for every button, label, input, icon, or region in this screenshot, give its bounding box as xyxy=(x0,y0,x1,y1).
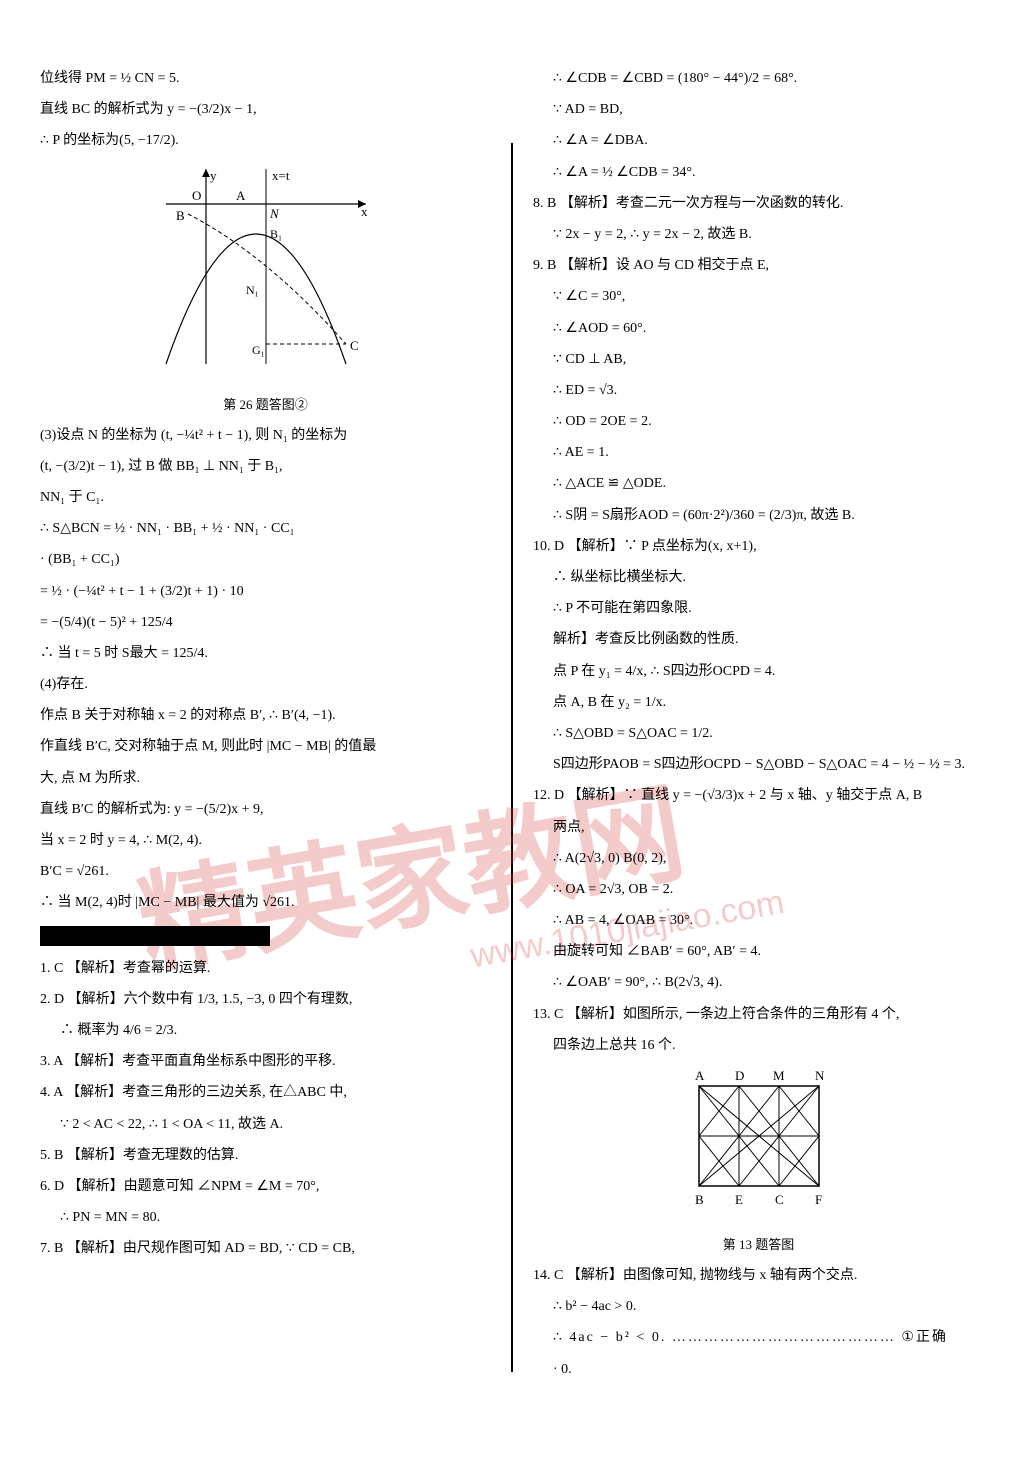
answer-item: 12. D 【解析】∵ 直线 y = −(√3/3)x + 2 与 x 轴、y … xyxy=(533,783,984,808)
text-line: ∴ ED = √3. xyxy=(533,378,984,403)
answer-item: 6. D 【解析】由题意可知 ∠NPM = ∠M = 70°, xyxy=(40,1174,491,1199)
answer-item: 1. C 【解析】考查幂的运算. xyxy=(40,956,491,981)
svg-text:y: y xyxy=(210,168,217,183)
figure-caption: 第 26 题答图② xyxy=(40,394,491,413)
text-line: 点 P 在 y₁ = 4/x, ∴ S四边形OCPD = 4. xyxy=(533,659,984,684)
text-line: B′C = √261. xyxy=(40,859,491,884)
svg-text:N₁: N₁ xyxy=(246,283,259,297)
text-line: ∴ S△OBD = S△OAC = 1/2. xyxy=(533,721,984,746)
text-line: 点 A, B 在 y₂ = 1/x. xyxy=(533,690,984,715)
text-line: ∴ 当 M(2, 4)时 |MC − MB| 最大值为 √261. xyxy=(40,890,491,915)
text-line: = −(5/4)(t − 5)² + 125/4 xyxy=(40,610,491,635)
svg-text:N: N xyxy=(269,206,280,221)
svg-text:B: B xyxy=(695,1192,704,1207)
text-line: ∴ △ACE ≌ △ODE. xyxy=(533,471,984,496)
svg-text:C: C xyxy=(775,1192,784,1207)
text-line: ∵ CD ⊥ AB, xyxy=(533,347,984,372)
text-line: 大, 点 M 为所求. xyxy=(40,766,491,791)
text-line: ∴ ∠AOD = 60°. xyxy=(533,316,984,341)
text-line: ∴ 纵坐标比横坐标大. xyxy=(533,565,984,590)
text-line: 直线 BC 的解析式为 y = −(3/2)x − 1, xyxy=(40,97,491,122)
grid-figure: A D M N B E C F xyxy=(669,1066,849,1226)
text-line: ∴ ∠A = ½ ∠CDB = 34°. xyxy=(533,160,984,185)
column-divider xyxy=(511,143,513,1372)
text-line: ∴ OA = 2√3, OB = 2. xyxy=(533,877,984,902)
svg-text:C: C xyxy=(350,338,359,353)
answer-item: 8. B 【解析】考查二元一次方程与一次函数的转化. xyxy=(533,191,984,216)
text-line: ∴ 当 t = 5 时 S最大 = 125/4. xyxy=(40,641,491,666)
text-line: ∴ ∠OAB′ = 90°, ∴ B(2√3, 4). xyxy=(533,970,984,995)
text-line: 作点 B 关于对称轴 x = 2 的对称点 B′, ∴ B′(4, −1). xyxy=(40,703,491,728)
answer-item: 14. C 【解析】由图像可知, 抛物线与 x 轴有两个交点. xyxy=(533,1263,984,1288)
text-line: 四条边上总共 16 个. xyxy=(533,1033,984,1058)
text-line: ∴ ∠CDB = ∠CBD = (180° − 44°)/2 = 68°. xyxy=(533,66,984,91)
svg-text:F: F xyxy=(815,1192,822,1207)
answer-item-cont: ∴ 概率为 4/6 = 2/3. xyxy=(40,1018,491,1043)
answer-item: 2. D 【解析】六个数中有 1/3, 1.5, −3, 0 四个有理数, xyxy=(40,987,491,1012)
text-line: NN₁ 于 C₁. xyxy=(40,485,491,510)
text-line: ∴ P 的坐标为(5, −17/2). xyxy=(40,128,491,153)
text-line: ∴ A(2√3, 0) B(0, 2), xyxy=(533,846,984,871)
text-line: 当 x = 2 时 y = 4, ∴ M(2, 4). xyxy=(40,828,491,853)
text-line: ∴ AB = 4, ∠OAB = 30°. xyxy=(533,908,984,933)
text-line: (4)存在. xyxy=(40,672,491,697)
text-line: ∴ S△BCN = ½ · NN₁ · BB₁ + ½ · NN₁ · CC₁ xyxy=(40,516,491,541)
text-line: · 0. xyxy=(533,1357,984,1382)
text-line: 由旋转可知 ∠BAB′ = 60°, AB′ = 4. xyxy=(533,939,984,964)
text-line: 两点, xyxy=(533,815,984,840)
text-line: ∵ AD = BD, xyxy=(533,97,984,122)
text-line: = ½ · (−¼t² + t − 1 + (3/2)t + 1) · 10 xyxy=(40,579,491,604)
text-line: (3)设点 N 的坐标为 (t, −¼t² + t − 1), 则 N₁ 的坐标… xyxy=(40,423,491,448)
answer-item: 13. C 【解析】如图所示, 一条边上符合条件的三角形有 4 个, xyxy=(533,1002,984,1027)
parabola-figure: y x=t O A x B N B₁ N₁ G₁ C xyxy=(146,164,386,384)
text-line: ∵ ∠C = 30°, xyxy=(533,284,984,309)
text-line: ∴ S阴 = S扇形AOD = (60π·2²)/360 = (2/3)π, 故… xyxy=(533,503,984,528)
answer-item-cont: ∵ 2x − y = 2, ∴ y = 2x − 2, 故选 B. xyxy=(533,222,984,247)
svg-text:M: M xyxy=(773,1068,785,1083)
two-column-layout: 位线得 PM = ½ CN = 5. 直线 BC 的解析式为 y = −(3/2… xyxy=(40,60,984,1425)
answer-item-cont: ∵ 2 < AC < 22, ∴ 1 < OA < 11, 故选 A. xyxy=(40,1112,491,1137)
figure-caption: 第 13 题答图 xyxy=(533,1234,984,1253)
svg-text:A: A xyxy=(236,188,246,203)
svg-text:x: x xyxy=(361,204,368,219)
text-line: S四边形PAOB = S四边形OCPD − S△OBD − S△OAC = 4 … xyxy=(533,752,984,777)
text-line: 作直线 B′C, 交对称轴于点 M, 则此时 |MC − MB| 的值最 xyxy=(40,734,491,759)
answer-item-cont: ∴ PN = MN = 80. xyxy=(40,1205,491,1230)
answer-item: 4. A 【解析】考查三角形的三边关系, 在△ABC 中, xyxy=(40,1080,491,1105)
svg-text:x=t: x=t xyxy=(272,168,290,183)
section-divider-bar xyxy=(40,926,270,946)
right-column: ∴ ∠CDB = ∠CBD = (180° − 44°)/2 = 68°. ∵ … xyxy=(533,60,984,1425)
text-line: 位线得 PM = ½ CN = 5. xyxy=(40,66,491,91)
answer-item: 5. B 【解析】考查无理数的估算. xyxy=(40,1143,491,1168)
svg-text:B₁: B₁ xyxy=(270,227,282,241)
text-line: ∴ 4ac − b² < 0. …………………………………… ①正确 xyxy=(533,1325,984,1350)
text-line: ∴ P 不可能在第四象限. xyxy=(533,596,984,621)
text-line: 直线 B′C 的解析式为: y = −(5/2)x + 9, xyxy=(40,797,491,822)
svg-text:G₁: G₁ xyxy=(252,343,265,357)
svg-text:N: N xyxy=(815,1068,825,1083)
answer-item: 10. D 【解析】∵ P 点坐标为(x, x+1), xyxy=(533,534,984,559)
svg-text:A: A xyxy=(695,1068,705,1083)
text-line: ∴ AE = 1. xyxy=(533,440,984,465)
answer-item: 9. B 【解析】设 AO 与 CD 相交于点 E, xyxy=(533,253,984,278)
svg-text:E: E xyxy=(735,1192,743,1207)
svg-text:O: O xyxy=(192,188,201,203)
answer-item: 7. B 【解析】由尺规作图可知 AD = BD, ∵ CD = CB, xyxy=(40,1236,491,1261)
svg-text:B: B xyxy=(176,208,185,223)
text-line: 解析】考查反比例函数的性质. xyxy=(533,627,984,652)
answer-item: 3. A 【解析】考查平面直角坐标系中图形的平移. xyxy=(40,1049,491,1074)
text-line: (t, −(3/2)t − 1), 过 B 做 BB₁ ⊥ NN₁ 于 B₁, xyxy=(40,454,491,479)
text-line: ∴ b² − 4ac > 0. xyxy=(533,1294,984,1319)
text-line: ∴ ∠A = ∠DBA. xyxy=(533,128,984,153)
svg-text:D: D xyxy=(735,1068,744,1083)
text-line: · (BB₁ + CC₁) xyxy=(40,547,491,572)
left-column: 位线得 PM = ½ CN = 5. 直线 BC 的解析式为 y = −(3/2… xyxy=(40,60,491,1425)
text-line: ∴ OD = 2OE = 2. xyxy=(533,409,984,434)
